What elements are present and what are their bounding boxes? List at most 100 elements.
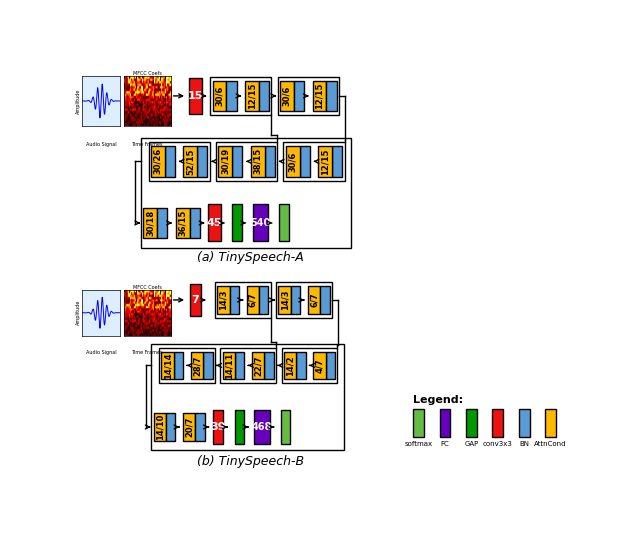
Bar xyxy=(151,146,165,177)
Bar xyxy=(174,351,183,379)
Text: 6/7: 6/7 xyxy=(248,293,257,307)
Bar xyxy=(195,413,205,441)
Text: 4/7: 4/7 xyxy=(315,358,324,373)
Bar xyxy=(197,146,207,177)
Bar xyxy=(252,351,264,379)
Bar xyxy=(313,351,326,379)
Text: 30/6: 30/6 xyxy=(288,151,297,171)
Bar xyxy=(466,410,477,437)
Bar xyxy=(251,146,265,177)
Text: 12/15: 12/15 xyxy=(315,83,324,109)
Bar xyxy=(253,204,268,242)
Bar xyxy=(230,286,239,314)
Bar xyxy=(165,146,175,177)
Bar xyxy=(280,81,294,111)
Text: AttnCond: AttnCond xyxy=(534,441,566,447)
Bar xyxy=(282,348,337,383)
Bar xyxy=(232,204,242,242)
Text: 15: 15 xyxy=(188,91,203,101)
Bar xyxy=(318,146,332,177)
Bar xyxy=(166,413,175,441)
Text: 36/15: 36/15 xyxy=(178,210,187,236)
Bar xyxy=(141,138,351,248)
Text: (b) TinySpeech-B: (b) TinySpeech-B xyxy=(197,455,304,468)
Bar xyxy=(212,410,223,444)
Bar xyxy=(284,351,296,379)
Bar xyxy=(276,282,332,318)
Text: (a) TinySpeech-A: (a) TinySpeech-A xyxy=(197,251,304,264)
Text: 14/2: 14/2 xyxy=(285,355,294,376)
Bar xyxy=(278,286,291,314)
Bar xyxy=(189,78,202,114)
Bar xyxy=(189,208,200,238)
Bar xyxy=(440,410,451,437)
Text: 6/7: 6/7 xyxy=(310,293,319,307)
Text: 28/7: 28/7 xyxy=(193,355,202,376)
Bar xyxy=(545,410,556,437)
Text: FC: FC xyxy=(441,441,449,447)
Bar xyxy=(190,284,201,316)
Bar xyxy=(518,410,529,437)
Bar xyxy=(235,410,244,444)
Bar xyxy=(191,351,204,379)
Bar xyxy=(227,81,237,111)
Bar xyxy=(143,208,157,238)
Text: 30/6: 30/6 xyxy=(282,86,291,106)
Bar xyxy=(312,81,326,111)
Bar xyxy=(264,351,274,379)
Text: 12/15: 12/15 xyxy=(321,148,330,175)
Bar xyxy=(157,208,167,238)
Bar xyxy=(326,351,335,379)
Text: 52/15: 52/15 xyxy=(186,148,195,175)
Bar xyxy=(308,286,320,314)
Text: 22/7: 22/7 xyxy=(253,355,263,376)
Bar xyxy=(151,344,344,450)
Bar xyxy=(208,204,221,242)
Bar xyxy=(183,413,195,441)
Bar xyxy=(246,286,259,314)
Bar xyxy=(204,351,212,379)
Text: 14/11: 14/11 xyxy=(224,352,234,379)
Text: 45: 45 xyxy=(207,218,222,228)
Text: GAP: GAP xyxy=(464,441,479,447)
Bar xyxy=(159,348,215,383)
Bar xyxy=(232,146,243,177)
Text: softmax: softmax xyxy=(404,441,433,447)
Bar xyxy=(210,77,271,115)
Bar xyxy=(265,146,275,177)
Text: 14/3: 14/3 xyxy=(280,290,289,310)
Bar xyxy=(300,146,310,177)
Text: 38/15: 38/15 xyxy=(253,148,262,175)
Bar xyxy=(296,351,305,379)
Bar xyxy=(184,146,197,177)
Text: 14/10: 14/10 xyxy=(156,414,164,440)
Bar xyxy=(216,142,277,181)
Bar xyxy=(332,146,342,177)
Text: 468: 468 xyxy=(252,422,272,432)
Bar xyxy=(259,286,268,314)
Bar xyxy=(286,146,300,177)
Text: 12/15: 12/15 xyxy=(248,83,257,109)
Text: 30/18: 30/18 xyxy=(146,210,155,236)
Bar xyxy=(492,410,503,437)
Text: 7: 7 xyxy=(191,295,199,305)
Bar xyxy=(235,351,244,379)
Text: 30/19: 30/19 xyxy=(221,148,230,175)
Text: 20/7: 20/7 xyxy=(185,417,194,437)
Bar xyxy=(278,77,339,115)
Bar xyxy=(218,146,232,177)
Bar xyxy=(154,413,166,441)
Bar xyxy=(294,81,304,111)
Bar xyxy=(279,204,289,242)
Bar xyxy=(176,208,189,238)
Bar xyxy=(259,81,269,111)
Text: 14/3: 14/3 xyxy=(219,290,228,310)
Text: conv3x3: conv3x3 xyxy=(483,441,513,447)
Bar xyxy=(413,410,424,437)
Bar xyxy=(254,410,270,444)
Text: 540: 540 xyxy=(250,218,271,228)
Text: 30/26: 30/26 xyxy=(154,148,163,175)
Bar xyxy=(245,81,259,111)
Bar xyxy=(161,351,174,379)
Bar xyxy=(217,286,230,314)
